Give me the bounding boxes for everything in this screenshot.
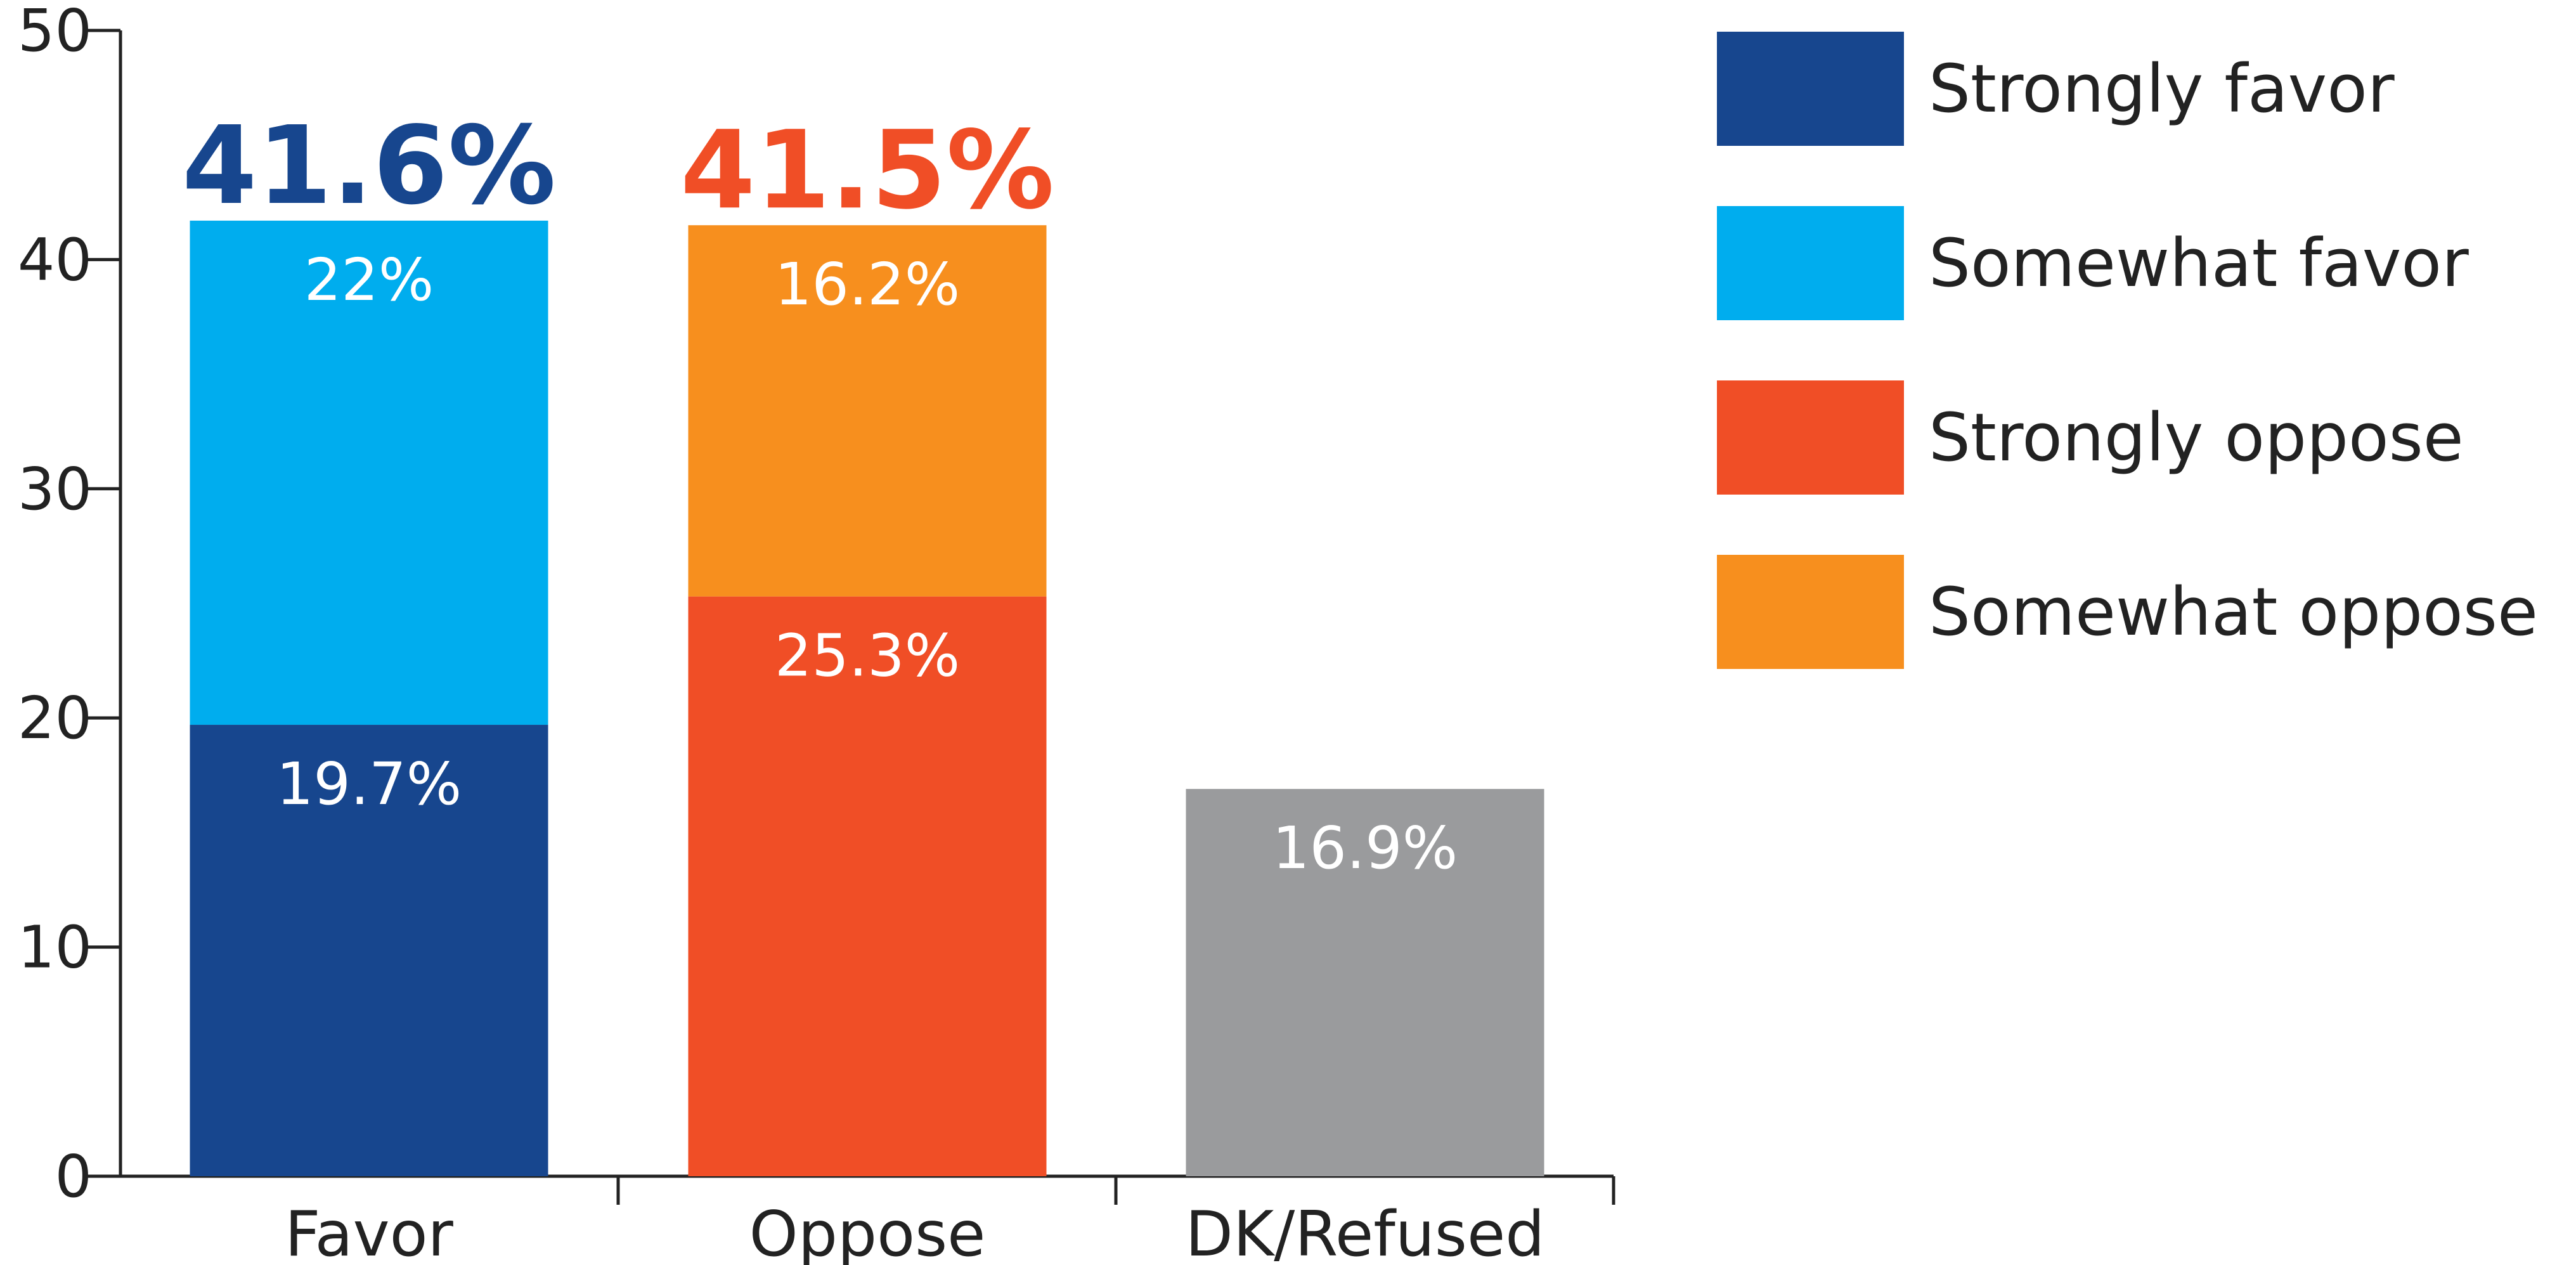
plot-area: 0 10 20 30 40 50 19.7% 22% 41.6% Favor 25.3% 16.2% 4… [18, 0, 1615, 1265]
legend-swatch [1717, 32, 1904, 146]
bar-total-label: 41.6% [182, 103, 556, 229]
y-tick-label: 10 [18, 914, 92, 982]
bar-segment-strongly-oppose [688, 596, 1047, 1176]
bar-segment-dk-refused [1186, 789, 1544, 1176]
legend-label: Strongly favor [1929, 50, 2395, 127]
y-tick-label: 0 [55, 1143, 92, 1210]
legend-label: Strongly oppose [1929, 399, 2464, 476]
legend-label: Somewhat oppose [1929, 573, 2538, 651]
x-category-label: DK/Refused [1186, 1198, 1545, 1265]
bar-segment-strongly-favor [190, 725, 548, 1176]
y-tick-label: 40 [18, 226, 92, 294]
legend-swatch [1717, 380, 1904, 495]
y-tick-label: 30 [18, 455, 92, 523]
legend-label: Somewhat favor [1929, 224, 2469, 302]
segment-value-label: 25.3% [775, 622, 960, 690]
segment-value-label: 19.7% [276, 750, 462, 818]
x-category-label: Favor [285, 1198, 453, 1265]
legend-swatch [1717, 555, 1904, 669]
bar-segment-somewhat-favor [190, 220, 548, 725]
y-tick-label: 20 [18, 684, 92, 752]
bar-total-label: 41.5% [680, 108, 1054, 233]
y-tick-label: 50 [18, 0, 92, 65]
x-category-label: Oppose [749, 1198, 986, 1265]
bar-segment-somewhat-oppose [688, 225, 1047, 597]
segment-value-label: 22% [304, 246, 434, 314]
segment-value-label: 16.2% [775, 250, 960, 318]
legend-swatch [1717, 206, 1904, 320]
legend: Strongly favor Somewhat favor Strongly opp… [1717, 32, 2538, 669]
segment-value-label: 16.9% [1272, 814, 1458, 882]
